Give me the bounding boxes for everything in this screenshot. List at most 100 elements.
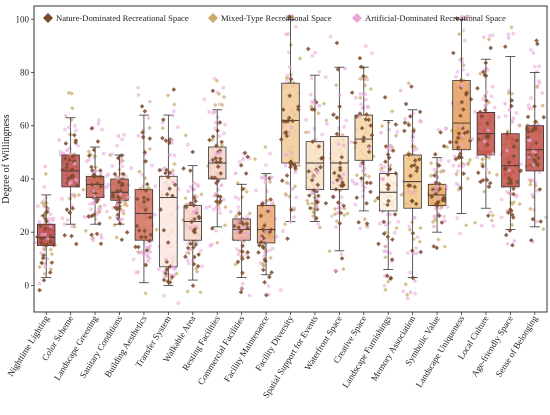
nature-point <box>410 275 416 281</box>
nature-point <box>280 107 286 112</box>
nature-point <box>337 165 343 171</box>
nature-point <box>402 120 408 126</box>
mixed-point <box>305 198 310 203</box>
artificial-point <box>379 130 383 135</box>
artificial-point <box>110 164 115 168</box>
nature-point <box>406 152 412 158</box>
artificial-point <box>233 195 238 200</box>
artificial-point <box>101 151 106 156</box>
nature-point <box>243 171 249 176</box>
artificial-point <box>488 33 492 38</box>
artificial-point <box>317 69 322 74</box>
nature-point <box>364 201 369 206</box>
artificial-point <box>354 96 358 100</box>
artificial-point <box>37 219 42 224</box>
nature-point <box>89 232 94 238</box>
mixed-point <box>517 123 523 128</box>
artificial-point <box>359 102 363 107</box>
legend-item-nature: Nature-Dominated Recreational Space <box>43 13 189 23</box>
artificial-point <box>223 122 227 127</box>
nature-point <box>218 159 223 165</box>
artificial-point <box>433 215 438 219</box>
artificial-point <box>458 125 463 129</box>
nature-point <box>62 156 68 161</box>
artificial-point <box>58 150 63 154</box>
nature-point <box>358 64 364 70</box>
artificial-point <box>479 223 484 228</box>
nature-point <box>256 250 261 255</box>
artificial-point <box>209 242 214 247</box>
nature-point <box>376 241 381 247</box>
nature-point <box>136 244 141 250</box>
artificial-point <box>388 251 393 256</box>
nature-point <box>64 207 70 212</box>
artificial-point <box>237 219 241 224</box>
nature-point <box>245 255 251 260</box>
artificial-point <box>490 33 495 38</box>
nature-point <box>62 232 67 238</box>
artificial-point <box>47 216 52 221</box>
artificial-point <box>172 273 177 278</box>
artificial-point <box>533 64 537 69</box>
mixed-point <box>221 94 227 100</box>
artificial-point <box>531 149 535 154</box>
artificial-point <box>482 35 486 40</box>
nature-point <box>262 280 267 285</box>
nature-point <box>413 201 419 207</box>
nature-point <box>505 210 511 215</box>
artificial-point <box>60 216 65 221</box>
nature-point <box>334 131 340 137</box>
nature-point <box>461 171 466 176</box>
nature-point <box>264 292 269 298</box>
nature-point <box>196 214 201 220</box>
nature-point <box>507 228 513 233</box>
nature-point <box>193 226 198 232</box>
nature-point <box>361 138 366 144</box>
mixed-point <box>305 201 311 207</box>
artificial-point <box>60 197 64 201</box>
nature-point <box>480 164 486 169</box>
nature-point <box>163 170 168 176</box>
mixed-point <box>112 223 117 228</box>
mixed-point <box>394 225 399 231</box>
artificial-point <box>73 161 77 166</box>
artificial-point <box>325 122 329 126</box>
mixed-point <box>541 226 546 232</box>
nature-point <box>190 283 196 288</box>
nature-point <box>188 200 193 206</box>
artificial-point <box>91 189 96 193</box>
artificial-point <box>472 109 477 114</box>
nature-point <box>245 154 250 160</box>
nature-point <box>382 94 388 100</box>
artificial-point <box>120 137 124 142</box>
artificial-point <box>73 123 77 128</box>
nature-point <box>136 228 142 233</box>
mixed-point <box>321 101 327 106</box>
artificial-point <box>528 138 533 143</box>
nature-point <box>502 44 508 49</box>
nature-point <box>509 208 514 214</box>
artificial-point <box>200 264 205 269</box>
artificial-point <box>353 202 358 207</box>
artificial-point <box>267 248 272 253</box>
nature-point <box>402 128 407 134</box>
artificial-point <box>76 143 80 148</box>
nature-point <box>214 143 219 148</box>
artificial-point <box>120 198 124 203</box>
nature-point <box>167 140 172 146</box>
nature-point <box>257 243 262 248</box>
artificial-point <box>157 267 161 272</box>
artificial-point <box>195 207 199 211</box>
mixed-point <box>428 173 434 178</box>
nature-point <box>141 199 147 205</box>
artificial-point <box>146 254 150 259</box>
artificial-point <box>378 221 382 226</box>
artificial-point <box>528 47 533 52</box>
mixed-point <box>310 201 315 206</box>
artificial-point <box>105 174 109 178</box>
artificial-point <box>214 205 219 210</box>
nature-point <box>483 60 489 66</box>
nature-point <box>69 233 74 239</box>
nature-point <box>480 178 486 183</box>
nature-point <box>167 186 172 191</box>
